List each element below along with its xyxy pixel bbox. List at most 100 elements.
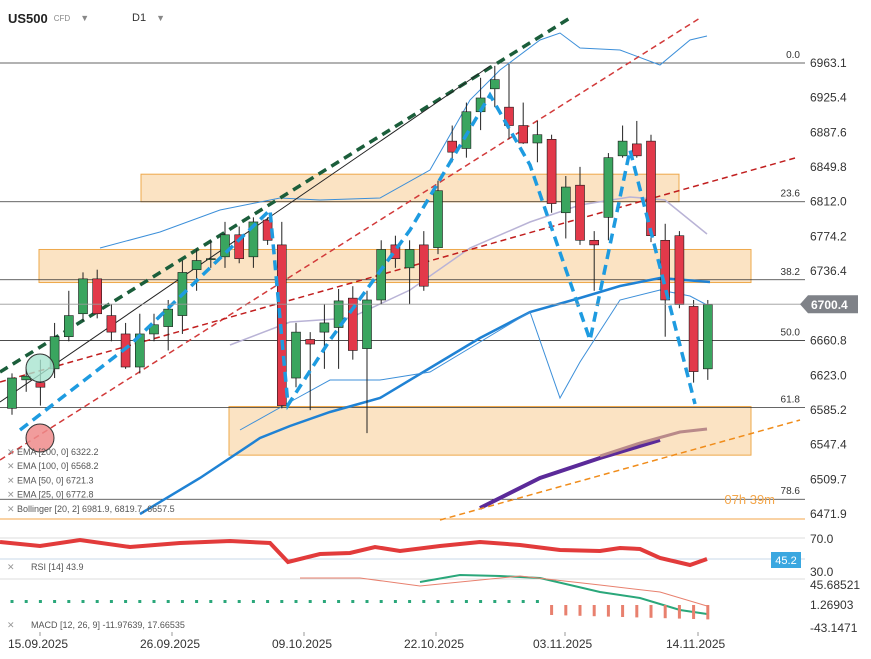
macd-histogram-bar	[649, 605, 653, 618]
candle-body	[560, 186, 571, 214]
indicator-label: EMA [50, 0] 6721.3	[17, 475, 94, 485]
macd-histogram-bar	[24, 600, 28, 603]
indicator-label: Bollinger [20, 2] 6981.9, 6819.7, 6657.5	[17, 504, 175, 514]
macd-histogram-bar	[379, 600, 383, 603]
macd-histogram-bar	[393, 600, 397, 603]
candle-body	[589, 239, 600, 246]
candle-body	[35, 382, 46, 388]
candle-body	[7, 377, 17, 409]
macd-histogram-bar	[521, 600, 525, 603]
indicator-settings-icon: ✕	[7, 562, 15, 572]
fib-level-label: 50.0	[781, 328, 801, 339]
macd-histogram-bar	[38, 600, 42, 603]
candle-body	[390, 244, 401, 259]
macd-histogram-bar	[337, 600, 341, 603]
candle-body	[149, 324, 159, 335]
x-axis-label: 22.10.2025	[404, 637, 464, 651]
price-tick-label: 6774.2	[810, 229, 847, 243]
candle-body	[660, 239, 671, 301]
macd-tick-label: 45.68521	[810, 578, 860, 592]
macd-histogram-bar	[621, 605, 625, 617]
bollinger-upper	[99, 32, 708, 249]
macd-histogram-bar	[251, 600, 255, 603]
macd-histogram-bar	[408, 600, 412, 603]
candle-body	[702, 304, 713, 370]
macd-histogram-bar	[450, 600, 454, 603]
bollinger-lower	[239, 289, 708, 431]
timeframe-label: D1	[132, 12, 147, 24]
macd-histogram-bar	[635, 605, 639, 618]
macd-histogram-bar	[351, 600, 355, 603]
indicator-settings-icon: ✕	[7, 447, 15, 457]
macd-histogram-bar	[280, 600, 284, 603]
candle-countdown: 07h 39m	[724, 492, 775, 507]
candle-body	[532, 134, 543, 144]
candle-body	[347, 297, 358, 351]
fib-level-label: 61.8	[781, 394, 801, 405]
macd-histogram-bar	[209, 600, 213, 603]
trendline-red-lower	[0, 157, 796, 383]
indicator-settings-icon: ✕	[7, 504, 15, 514]
price-tick-label: 6623.0	[810, 368, 847, 382]
candle-body	[575, 184, 585, 241]
fib-level-label: 78.6	[781, 486, 801, 497]
candle-body	[49, 336, 60, 370]
support-resistance-zone	[228, 405, 752, 456]
x-axis-label: 15.09.2025	[8, 637, 68, 651]
macd-histogram-bar	[138, 600, 142, 603]
macd-histogram-bar	[365, 600, 369, 603]
rsi-current-value: 45.2	[775, 555, 796, 567]
fib-level-label: 38.2	[781, 267, 801, 278]
candle-body	[404, 249, 415, 269]
x-axis-label: 03.11.2025	[533, 637, 592, 651]
macd-label: MACD [12, 26, 9] -11.97639, 17.66535	[31, 620, 185, 630]
candle-body	[78, 278, 88, 315]
candle-body	[163, 308, 173, 327]
macd-histogram-bar	[464, 600, 468, 603]
indicator-settings-icon: ✕	[7, 620, 15, 630]
macd-histogram-bar	[95, 600, 99, 603]
symbol-name: US500	[8, 10, 48, 26]
macd-tick-label: -43.1471	[810, 621, 858, 635]
candle-body	[688, 306, 699, 372]
rsi-line	[0, 537, 708, 568]
timeframe-selector[interactable]: D1 ▼	[132, 9, 165, 27]
macd-histogram-bar	[10, 600, 14, 603]
indicator-label: EMA [25, 0] 6772.8	[17, 490, 94, 500]
symbol-selector[interactable]: US500 CFD ▼	[8, 9, 89, 27]
price-tick-label: 6509.7	[810, 472, 847, 486]
candle-body	[546, 138, 557, 204]
macd-histogram-bar	[223, 600, 227, 603]
candle-body	[291, 331, 301, 379]
macd-histogram-bar	[195, 600, 199, 603]
candle-body	[64, 315, 74, 338]
rsi-tick-label: 70.0	[810, 532, 834, 546]
price-tick-label: 6849.8	[810, 160, 847, 174]
macd-line	[419, 573, 708, 615]
macd-histogram-bar	[535, 600, 539, 603]
macd-histogram-bar	[692, 605, 696, 619]
macd-histogram-bar	[109, 600, 113, 603]
price-tick-label: 6660.8	[810, 334, 847, 348]
macd-histogram-bar	[124, 600, 128, 603]
macd-histogram-bar	[322, 600, 326, 603]
macd-histogram-bar	[422, 600, 426, 603]
candle-body	[234, 234, 244, 259]
macd-histogram-bar	[152, 600, 156, 603]
ema-200-line	[479, 438, 661, 510]
price-tick-label: 6471.9	[810, 507, 847, 521]
macd-histogram-bar	[663, 605, 667, 619]
caret-down-icon: ▼	[80, 13, 90, 23]
trendline-orange	[439, 419, 801, 521]
caret-down-icon: ▼	[156, 13, 165, 23]
trendline-thin	[0, 65, 491, 403]
candle-body	[603, 157, 614, 218]
x-axis-label: 26.09.2025	[140, 637, 200, 651]
macd-histogram-bar	[436, 600, 440, 603]
macd-histogram-bar	[166, 600, 170, 603]
macd-histogram-bar	[53, 600, 57, 603]
instrument-type: CFD	[53, 13, 71, 23]
macd-histogram-bar	[606, 605, 610, 617]
